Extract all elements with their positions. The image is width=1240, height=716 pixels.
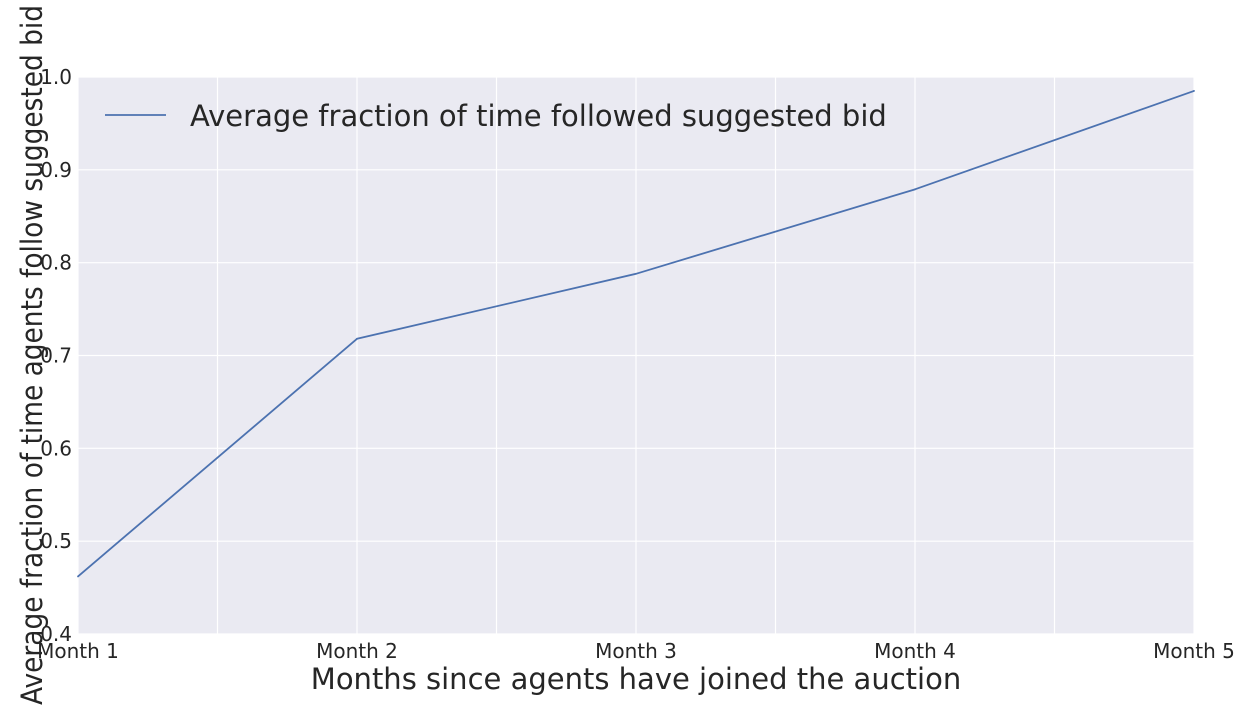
x-tick-label: Month 5 — [1153, 639, 1235, 663]
x-tick-label: Month 3 — [595, 639, 677, 663]
y-axis-label: Average fraction of time agents follow s… — [15, 5, 49, 705]
data-point — [356, 337, 358, 340]
y-tick-label: 0.8 — [40, 251, 72, 275]
data-point — [914, 188, 916, 191]
y-tick-labels: 0.4 0.5 0.6 0.7 0.8 0.9 1.0 — [40, 65, 72, 646]
y-tick-label: 0.6 — [40, 436, 72, 460]
x-tick-label: Month 2 — [316, 639, 398, 663]
y-tick-label: 0.9 — [40, 158, 72, 182]
data-point — [635, 272, 637, 275]
x-axis-label: Months since agents have joined the auct… — [311, 662, 961, 696]
series-layer — [77, 90, 1195, 578]
y-tick-label: 0.4 — [40, 622, 72, 646]
y-tick-label: 1.0 — [40, 65, 72, 89]
y-tick-label: 0.7 — [40, 344, 72, 368]
x-tick-label: Month 1 — [37, 639, 119, 663]
x-tick-label: Month 4 — [874, 639, 956, 663]
grid-lines — [77, 76, 1195, 635]
y-tick-label: 0.5 — [40, 529, 72, 553]
data-point — [1193, 90, 1195, 92]
legend: Average fraction of time followed sugges… — [105, 99, 887, 133]
x-tick-labels: Month 1 Month 2 Month 3 Month 4 Month 5 — [37, 639, 1235, 663]
legend-label: Average fraction of time followed sugges… — [190, 99, 887, 133]
data-point — [77, 575, 79, 578]
